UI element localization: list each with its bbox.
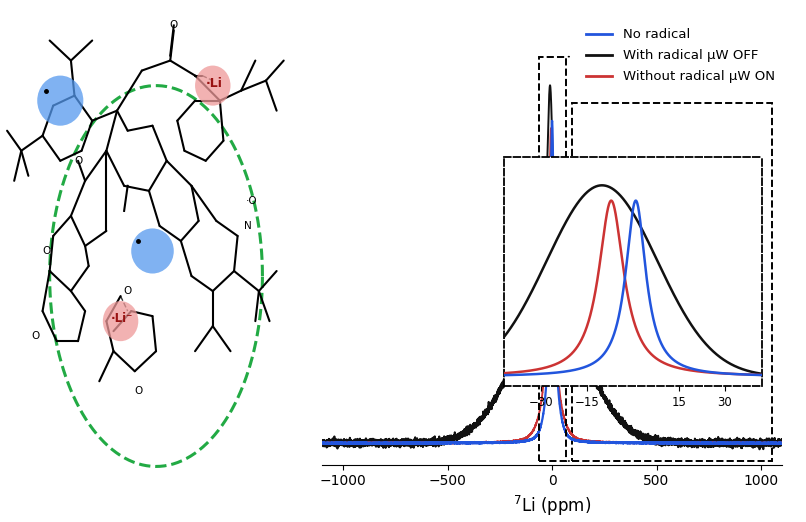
Text: ·O: ·O: [246, 196, 258, 206]
Text: O: O: [134, 386, 143, 396]
Text: O: O: [123, 286, 132, 296]
X-axis label: $^{7}$Li (ppm): $^{7}$Li (ppm): [513, 494, 591, 518]
Text: O: O: [169, 20, 178, 30]
Bar: [572, 103, 772, 461]
Ellipse shape: [131, 229, 174, 274]
Legend: No radical, With radical μW OFF, Without radical μW ON: No radical, With radical μW OFF, Without…: [580, 23, 780, 88]
Ellipse shape: [195, 66, 231, 105]
Text: O: O: [42, 246, 50, 256]
Text: O: O: [31, 331, 39, 341]
Text: O: O: [74, 156, 82, 166]
Bar: [538, 57, 566, 461]
Text: ·Li: ·Li: [206, 77, 223, 90]
Ellipse shape: [103, 301, 139, 341]
Text: ·Li⁻: ·Li⁻: [111, 312, 134, 325]
Text: N: N: [244, 221, 252, 231]
Ellipse shape: [37, 76, 83, 126]
